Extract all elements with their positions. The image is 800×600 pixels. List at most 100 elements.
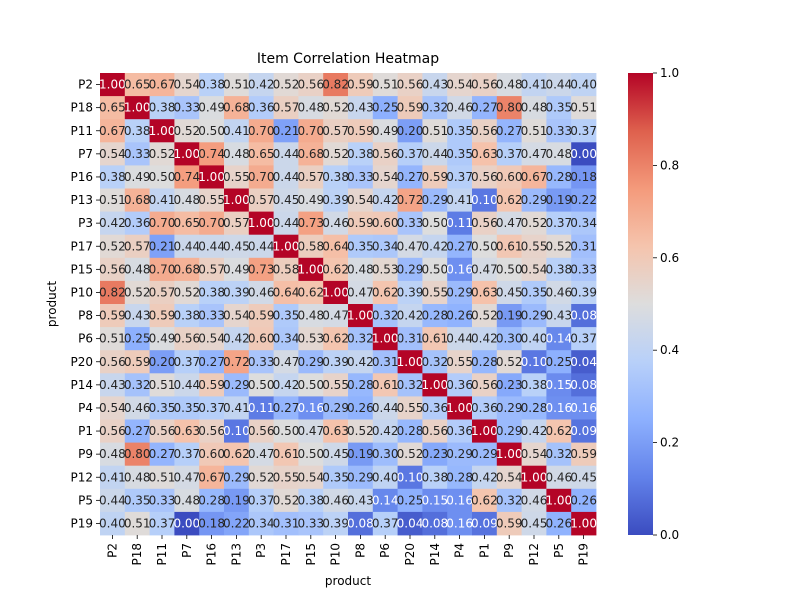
heatmap-cell bbox=[100, 165, 126, 189]
cell-value-label: 0.40 bbox=[99, 516, 126, 530]
cell-value-label: 0.74 bbox=[173, 170, 200, 184]
cell-value-label: 0.29 bbox=[223, 470, 250, 484]
y-axis-ticks: P2 P18 P11 P7 P16 P13 P3 P17 P15 P10 P8 P6 P20 P14 P4 P… bbox=[70, 78, 100, 530]
cell-value-label: 0.37 bbox=[372, 516, 399, 530]
cell-value-label: 0.27 bbox=[496, 124, 523, 138]
heatmap-cell bbox=[248, 465, 274, 490]
heatmap-cell bbox=[447, 419, 473, 443]
cell-value-label: 0.39 bbox=[322, 516, 349, 530]
cell-value-label: 0.29 bbox=[521, 309, 548, 323]
heatmap-cell bbox=[571, 211, 597, 236]
cell-value-label: 0.80 bbox=[124, 447, 151, 461]
heatmap-cell bbox=[397, 211, 423, 236]
cell-value-label: 0.41 bbox=[223, 401, 250, 415]
heatmap-cell bbox=[298, 488, 324, 513]
cell-value-label: 0.41 bbox=[99, 470, 126, 484]
cell-value-label: 0.42 bbox=[347, 355, 374, 369]
heatmap-cell bbox=[472, 373, 498, 397]
heatmap-cell bbox=[298, 165, 324, 189]
heatmap-cell bbox=[199, 465, 225, 490]
heatmap-cell bbox=[447, 73, 473, 97]
heatmap-cell bbox=[521, 304, 547, 328]
heatmap-cell bbox=[397, 188, 423, 212]
heatmap-cell bbox=[521, 119, 547, 143]
x-tick-label: P4 bbox=[453, 543, 467, 558]
x-tick-label: P5 bbox=[552, 543, 566, 558]
cell-value-label: 0.55 bbox=[198, 193, 225, 207]
heatmap-cell bbox=[298, 142, 324, 166]
heatmap-cell bbox=[124, 511, 150, 536]
cell-value-label: 0.08 bbox=[421, 516, 448, 530]
cell-value-label: 0.38 bbox=[124, 124, 151, 138]
heatmap-cell bbox=[422, 188, 448, 212]
heatmap-cell bbox=[521, 257, 547, 282]
heatmap-cell bbox=[298, 419, 324, 443]
cell-value-label: 0.38 bbox=[545, 262, 572, 276]
heatmap-cell bbox=[124, 96, 150, 120]
heatmap-cell bbox=[100, 396, 126, 420]
heatmap-cell bbox=[372, 488, 398, 513]
cell-value-label: 0.44 bbox=[446, 332, 473, 346]
heatmap-cell bbox=[199, 373, 225, 397]
cell-value-label: 0.51 bbox=[149, 378, 176, 392]
cell-value-label: 0.47 bbox=[471, 262, 498, 276]
cell-value-label: 0.33 bbox=[198, 309, 225, 323]
cell-value-label: 0.42 bbox=[99, 216, 126, 230]
heatmap-cell bbox=[149, 396, 175, 420]
heatmap-cell bbox=[571, 280, 597, 305]
heatmap-cell bbox=[100, 257, 126, 282]
cell-value-label: 0.68 bbox=[223, 101, 250, 115]
heatmap-cell bbox=[397, 165, 423, 189]
heatmap-cell bbox=[248, 350, 274, 374]
cell-value-label: 0.59 bbox=[397, 101, 424, 115]
cell-value-label: 0.44 bbox=[372, 401, 399, 415]
cell-value-label: 0.32 bbox=[545, 447, 572, 461]
x-tick-label: P15 bbox=[304, 543, 318, 566]
heatmap-cell bbox=[199, 188, 225, 212]
cell-value-label: 0.32 bbox=[421, 101, 448, 115]
cell-value-label: 0.55 bbox=[521, 239, 548, 253]
cell-value-label: 0.37 bbox=[570, 332, 597, 346]
cell-value-label: 0.52 bbox=[173, 285, 200, 299]
heatmap-cell bbox=[174, 96, 200, 120]
cell-value-label: 0.38 bbox=[173, 309, 200, 323]
heatmap-cell bbox=[496, 96, 522, 120]
heatmap-cell bbox=[422, 419, 448, 443]
cell-value-label: 0.54 bbox=[521, 262, 548, 276]
heatmap-cell bbox=[397, 396, 423, 420]
heatmap-cell bbox=[348, 188, 374, 212]
heatmap-cell bbox=[397, 73, 423, 97]
heatmap-cell bbox=[224, 465, 250, 490]
heatmap-cell bbox=[546, 188, 572, 212]
heatmap-cell bbox=[422, 304, 448, 328]
heatmap-cell bbox=[397, 465, 423, 490]
heatmap-cell bbox=[447, 373, 473, 397]
cell-value-label: 0.56 bbox=[149, 424, 176, 438]
heatmap-cell bbox=[248, 280, 274, 305]
cell-value-label: 0.48 bbox=[347, 262, 374, 276]
y-tick-label: P12 bbox=[70, 470, 93, 484]
heatmap-cell bbox=[571, 396, 597, 420]
cell-value-label: 0.37 bbox=[198, 401, 225, 415]
cell-value-label: 0.70 bbox=[248, 124, 275, 138]
heatmap-cell bbox=[496, 142, 522, 166]
heatmap-cell bbox=[100, 373, 126, 397]
heatmap-cell bbox=[323, 188, 349, 212]
y-tick-label: P7 bbox=[78, 147, 93, 161]
heatmap-cell bbox=[149, 327, 175, 351]
cell-value-label: 0.30 bbox=[496, 332, 523, 346]
cell-value-label: 0.44 bbox=[99, 493, 126, 507]
heatmap-cell bbox=[348, 142, 374, 166]
heatmap-cell bbox=[298, 511, 324, 536]
cell-value-label: 0.73 bbox=[248, 262, 275, 276]
heatmap-cell bbox=[546, 280, 572, 305]
x-tick-label: P8 bbox=[353, 543, 367, 558]
cell-value-label: 0.14 bbox=[545, 332, 572, 346]
heatmap-cell bbox=[372, 142, 398, 166]
cell-value-label: 0.29 bbox=[421, 193, 448, 207]
heatmap-cell bbox=[100, 511, 126, 536]
heatmap-cell bbox=[323, 396, 349, 420]
cell-value-label: 0.50 bbox=[248, 378, 275, 392]
heatmap-cell bbox=[149, 142, 175, 166]
